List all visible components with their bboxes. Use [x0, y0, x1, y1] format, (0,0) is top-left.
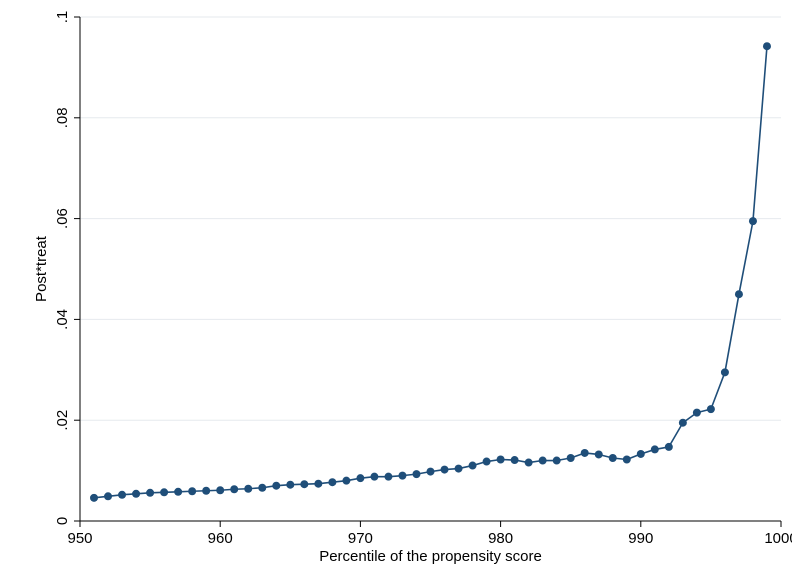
data-point [356, 474, 365, 483]
data-point [216, 486, 225, 495]
data-point [496, 455, 505, 464]
y-axis-title: Post*treat [33, 235, 50, 302]
data-point [580, 448, 589, 457]
grid-layer [80, 16, 781, 421]
data-point [412, 470, 421, 479]
data-point [132, 489, 141, 498]
data-point [286, 480, 295, 489]
y-tick-label: .04 [54, 309, 71, 330]
data-point [748, 217, 757, 226]
data-point [118, 490, 127, 499]
x-axis-title: Percentile of the propensity score [319, 548, 542, 565]
data-point [314, 479, 323, 488]
data-point [594, 450, 603, 459]
x-tick-label: 950 [67, 530, 92, 547]
x-tick-label: 990 [628, 530, 653, 547]
data-point [734, 290, 743, 299]
y-tick-label: 0 [54, 517, 71, 525]
data-point [384, 472, 393, 481]
axes-layer [74, 16, 782, 527]
data-point [174, 487, 183, 496]
data-point [664, 442, 673, 451]
data-point [636, 449, 645, 458]
data-point [720, 368, 729, 377]
data-point [398, 471, 407, 480]
data-point [342, 476, 351, 485]
data-point [622, 455, 631, 464]
x-tick-label: 970 [348, 530, 373, 547]
data-point [524, 458, 533, 467]
data-point [188, 487, 197, 496]
data-point [328, 478, 337, 487]
data-point [762, 42, 771, 51]
data-point [706, 405, 715, 414]
data-point [426, 467, 435, 476]
data-point [538, 456, 547, 465]
y-tick-label: .08 [54, 107, 71, 128]
data-point [104, 492, 113, 501]
data-point [454, 464, 463, 473]
y-tick-label: .1 [54, 11, 71, 24]
data-point [230, 485, 239, 494]
data-point [244, 484, 253, 493]
data-point [678, 418, 687, 427]
series-layer [90, 42, 771, 502]
data-point [650, 445, 659, 454]
data-point [482, 457, 491, 466]
y-tick-label: .02 [54, 410, 71, 431]
data-point [566, 454, 575, 462]
data-point [608, 454, 617, 462]
data-point [510, 456, 519, 465]
x-tick-label: 960 [208, 530, 233, 547]
data-point [552, 456, 561, 465]
x-tick-label: 980 [488, 530, 513, 547]
y-tick-label: .06 [54, 208, 71, 229]
data-point [160, 488, 169, 497]
data-point [202, 486, 211, 495]
data-point [90, 493, 99, 502]
data-point [146, 488, 155, 497]
data-point [272, 481, 281, 490]
data-point [468, 461, 477, 470]
data-point [300, 480, 309, 489]
data-point [370, 472, 379, 481]
data-point [258, 483, 267, 492]
data-point [692, 408, 701, 417]
data-point [440, 465, 449, 474]
